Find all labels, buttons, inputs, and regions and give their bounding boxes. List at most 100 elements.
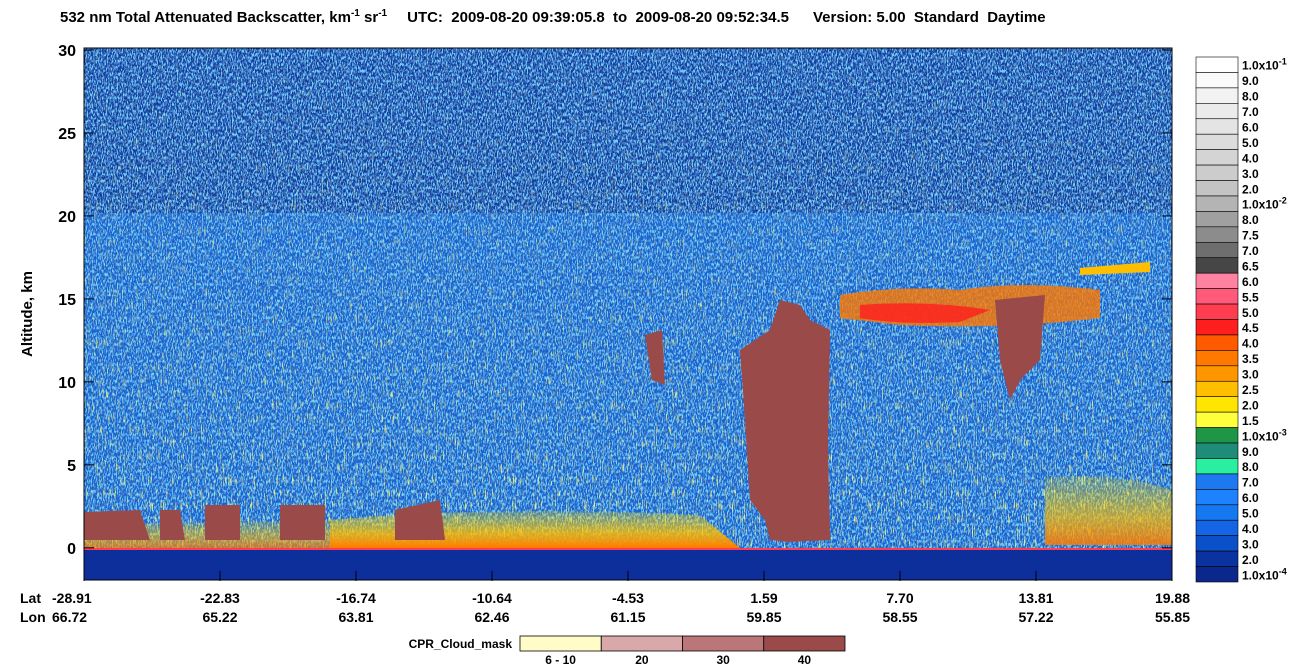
colorbar-label: 1.0x10-1 xyxy=(1242,57,1287,73)
title-exponent: -1 xyxy=(378,8,387,19)
colorbar-swatch xyxy=(1195,149,1239,166)
backscatter-image xyxy=(84,48,1172,580)
colorbar-label: 6.0 xyxy=(1242,275,1259,289)
cirrus-thin xyxy=(1080,262,1150,275)
colorbar-label: 5.5 xyxy=(1242,290,1259,304)
aerosol-layer xyxy=(1045,475,1172,545)
colorbar-label: 7.0 xyxy=(1242,105,1259,119)
colorbar-swatch xyxy=(1195,257,1239,274)
lon-tick-label: 55.85 xyxy=(1155,609,1190,625)
colorbar-swatch xyxy=(1195,380,1239,398)
colorbar-swatch xyxy=(1195,458,1239,475)
colorbar-label: 9.0 xyxy=(1242,445,1259,459)
lat-tick-label: -22.83 xyxy=(200,590,240,606)
y-tick-label: 25 xyxy=(58,126,76,143)
colorbar-label-exponent: -3 xyxy=(1279,427,1287,437)
lat-label: Lat xyxy=(20,590,41,606)
cpr-legend-label: 20 xyxy=(635,653,649,667)
colorbar-swatch xyxy=(1195,334,1239,351)
cpr-legend-label: 6 - 10 xyxy=(545,653,576,667)
colorbar-swatch xyxy=(1195,442,1239,459)
colorbar-swatch xyxy=(1195,519,1239,536)
colorbar-label: 4.5 xyxy=(1242,321,1259,335)
colorbar-label: 4.0 xyxy=(1242,337,1259,351)
lon-tick-label: 66.72 xyxy=(52,609,87,625)
cpr-clouds xyxy=(84,295,1045,542)
cpr-legend-swatch xyxy=(682,635,765,652)
y-tick-label: 5 xyxy=(67,458,76,475)
lon-label: Lon xyxy=(20,609,46,625)
surface-return xyxy=(84,548,1172,550)
colorbar-label: 1.0x10-4 xyxy=(1242,566,1287,582)
colorbar-swatch xyxy=(1195,411,1239,428)
colorbar-swatch xyxy=(1195,87,1239,104)
y-tick-label: 30 xyxy=(58,43,76,60)
colorbar-label-base: 1.0x10 xyxy=(1242,568,1279,582)
colorbar-label: 2.5 xyxy=(1242,383,1259,397)
y-tick-label: 10 xyxy=(58,375,76,392)
colorbar-swatch xyxy=(1195,473,1239,490)
colorbar-swatch xyxy=(1195,550,1239,567)
colorbar-swatch xyxy=(1195,118,1239,135)
lon-tick-label: 58.55 xyxy=(882,609,917,625)
cpr-cloud xyxy=(645,330,665,385)
colorbar-swatch xyxy=(1195,535,1239,552)
colorbar-swatch xyxy=(1195,56,1239,73)
cpr-cloud xyxy=(84,500,445,540)
chart-title: 532 nm Total Attenuated Backscatter, km-… xyxy=(60,8,1046,26)
colorbar-label: 8.0 xyxy=(1242,460,1259,474)
lon-tick-label: 57.22 xyxy=(1018,609,1053,625)
cpr-legend-swatch xyxy=(519,635,602,652)
colorbar-label: 1.5 xyxy=(1242,414,1259,428)
colorbar-label: 3.0 xyxy=(1242,167,1259,181)
lon-tick-label: 62.46 xyxy=(474,609,509,625)
colorbar-label: 3.5 xyxy=(1242,352,1259,366)
colorbar-swatch xyxy=(1195,288,1239,305)
title-version: Version: 5.00 Standard Daytime xyxy=(813,9,1046,26)
lat-tick-label: -4.53 xyxy=(612,590,644,606)
colorbar-label-exponent: -1 xyxy=(1279,57,1287,67)
colorbar-swatch xyxy=(1195,211,1239,228)
colorbar-label: 3.0 xyxy=(1242,368,1259,382)
lat-tick-label: -28.91 xyxy=(52,590,92,606)
colorbar-label: 7.0 xyxy=(1242,244,1259,258)
colorbar-label: 5.0 xyxy=(1242,136,1259,150)
colorbar-label-base: 1.0x10 xyxy=(1242,198,1279,212)
colorbar-swatch xyxy=(1195,72,1239,89)
title-unit: sr xyxy=(360,9,379,26)
lat-tick-label: 13.81 xyxy=(1018,590,1053,606)
colorbar-label: 4.0 xyxy=(1242,522,1259,536)
cpr-legend-label: 30 xyxy=(716,653,730,667)
title-product: 532 nm Total Attenuated Backscatter, km xyxy=(60,9,351,26)
title-exponent: -1 xyxy=(351,8,360,19)
boundary-layer xyxy=(330,511,740,548)
colorbar-swatch xyxy=(1195,427,1239,444)
lon-tick-label: 63.81 xyxy=(338,609,373,625)
lon-tick-label: 61.15 xyxy=(610,609,645,625)
title-utc: UTC: 2009-08-20 09:39:05.8 to 2009-08-20… xyxy=(407,9,789,26)
colorbar-label: 9.0 xyxy=(1242,74,1259,88)
colorbar-swatch xyxy=(1195,103,1239,120)
colorbar-swatch xyxy=(1195,180,1239,197)
colorbar-swatch xyxy=(1195,226,1239,243)
colorbar-label: 8.0 xyxy=(1242,213,1259,227)
lon-tick-label: 59.85 xyxy=(746,609,781,625)
colorbar-label-base: 1.0x10 xyxy=(1242,59,1279,73)
y-tick-label: 15 xyxy=(58,292,76,309)
lat-tick-label: -10.64 xyxy=(472,590,512,606)
colorbar-label-exponent: -4 xyxy=(1279,566,1287,576)
colorbar-swatch xyxy=(1195,164,1239,181)
colorbar-swatch xyxy=(1195,365,1239,382)
cirrus-core xyxy=(860,303,990,323)
colorbar-label-exponent: -2 xyxy=(1279,196,1287,206)
colorbar-swatch xyxy=(1195,319,1239,336)
y-tick-label: 20 xyxy=(58,209,76,226)
lat-tick-label: 19.88 xyxy=(1155,590,1190,606)
colorbar-label: 4.0 xyxy=(1242,151,1259,165)
colorbar-label-base: 1.0x10 xyxy=(1242,429,1279,443)
colorbar-label: 6.5 xyxy=(1242,259,1259,273)
colorbar-swatch xyxy=(1195,241,1239,259)
colorbar-swatch xyxy=(1195,272,1239,289)
colorbar-label: 2.0 xyxy=(1242,553,1259,567)
colorbar-label: 3.0 xyxy=(1242,537,1259,551)
